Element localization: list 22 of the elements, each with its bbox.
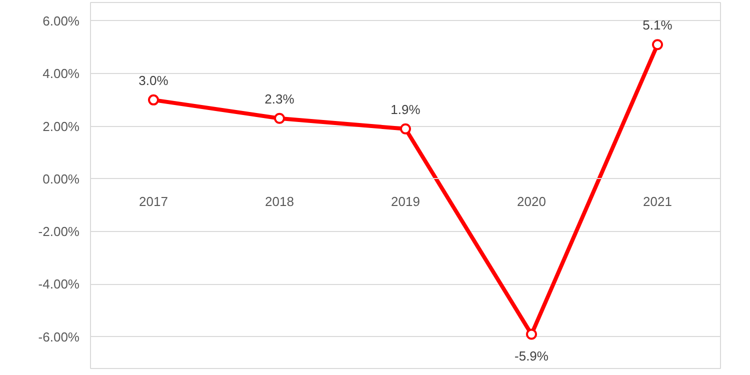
- data-label: 3.0%: [138, 72, 169, 88]
- x-tick-label: 2020: [517, 194, 546, 209]
- y-tick-label: 6.00%: [42, 13, 80, 28]
- y-tick-label: -2.00%: [38, 224, 80, 240]
- point: [274, 112, 285, 124]
- point: [652, 39, 663, 50]
- data-label: -5.9%: [514, 348, 549, 364]
- point: [400, 123, 411, 134]
- y-tick-label: -4.00%: [38, 276, 80, 292]
- y-tick-label: 2.00%: [42, 118, 80, 134]
- x-tick-label: 2019: [391, 194, 420, 209]
- y-tick-label: 4.00%: [42, 66, 80, 82]
- x-tick-label: 2017: [139, 194, 168, 209]
- data-label: 2.3%: [264, 91, 295, 106]
- x-tick-label: 2018: [265, 194, 294, 209]
- data-label: 5.1%: [642, 18, 673, 33]
- point: [148, 94, 159, 106]
- x-tick-label: 2021: [643, 194, 672, 209]
- y-tick-label: 0.00%: [42, 171, 80, 186]
- data-label: 1.9%: [390, 102, 421, 117]
- point: [526, 328, 537, 340]
- y-tick-label: -6.00%: [38, 329, 80, 344]
